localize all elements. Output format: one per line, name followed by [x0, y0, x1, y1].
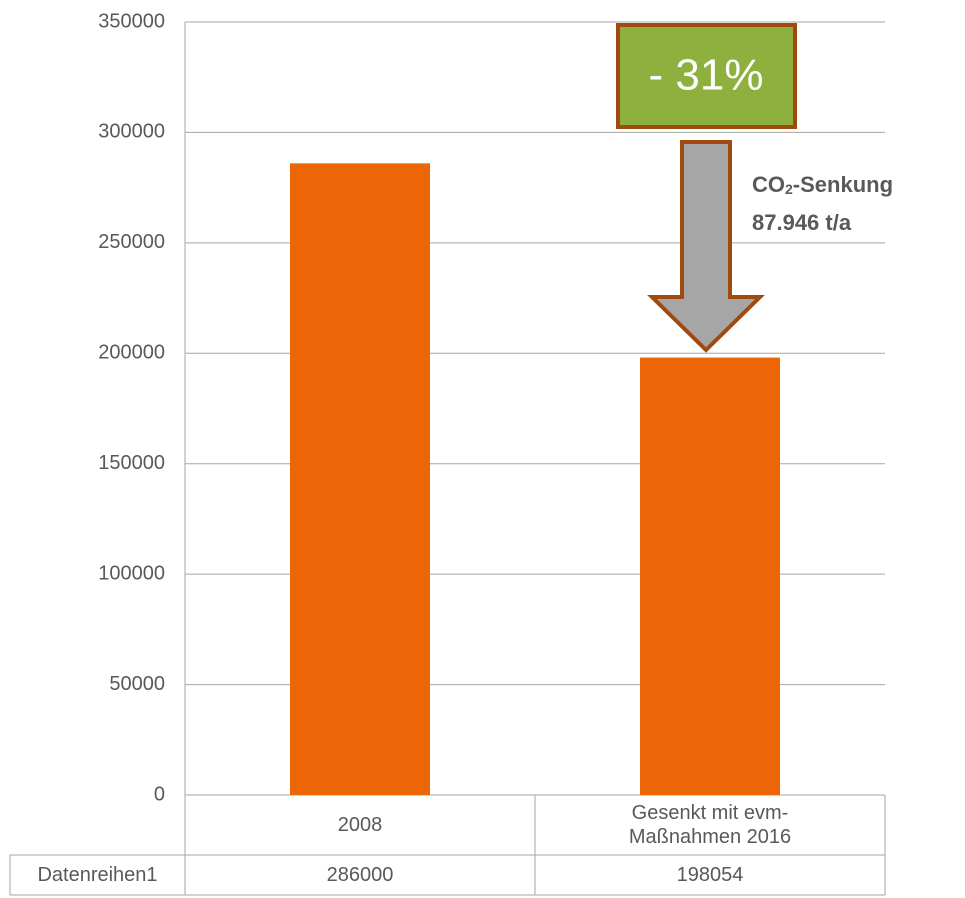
y-tick-label: 150000 [98, 452, 165, 474]
reduction-label: CO2-Senkung [752, 172, 893, 197]
bars [290, 163, 780, 795]
y-tick-label: 200000 [98, 342, 165, 364]
reduction-subscript: 2 [785, 181, 793, 197]
y-tick-label: 50000 [109, 673, 165, 695]
x-tick-label: Gesenkt mit evm-Maßnahmen 2016 [628, 802, 792, 848]
y-tick-label: 250000 [98, 231, 165, 253]
reduction-amount: 87.946 t/a [752, 210, 852, 235]
reduction-text: -Senkung [793, 172, 893, 197]
bar [290, 163, 430, 795]
percent-label: - 31% [649, 51, 764, 100]
percent-box [616, 23, 797, 129]
reduction-arrow [647, 140, 765, 353]
y-tick-label: 100000 [98, 562, 165, 584]
y-tick-label: 350000 [98, 10, 165, 32]
x-tick-label: 2008 [337, 814, 383, 836]
table-lines [9, 22, 886, 896]
y-tick-label: 300000 [98, 121, 165, 143]
reduction-text: CO [752, 172, 785, 197]
y-tick-label: 0 [154, 783, 165, 805]
bar [640, 357, 780, 795]
series-name: Datenreihen1 [37, 864, 158, 886]
table-value: 198054 [676, 864, 744, 886]
table-value: 286000 [326, 864, 394, 886]
